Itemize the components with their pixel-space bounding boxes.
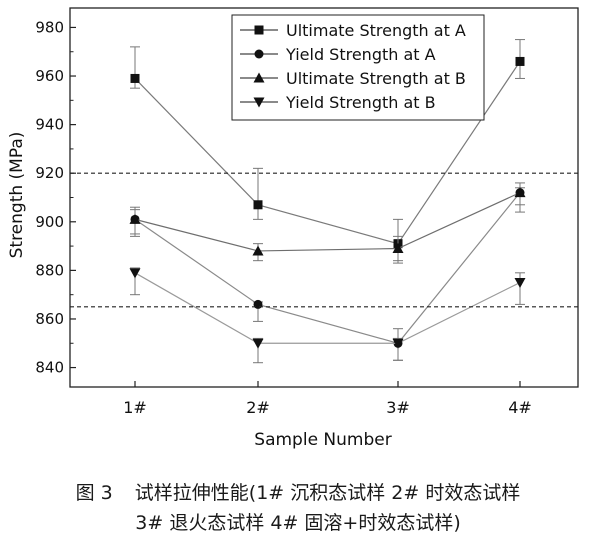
data-point — [515, 56, 525, 66]
legend-marker — [254, 25, 264, 35]
reference-lines — [70, 172, 578, 308]
y-axis-label: Strength (MPa) — [7, 132, 27, 259]
series-line — [134, 61, 521, 245]
legend-marker — [254, 49, 264, 59]
y-axis-ticks: 840 860 880 900 920 940 960 980 — [35, 18, 76, 377]
x-axis-ticks: 1# 2# 3# 4# — [123, 381, 532, 417]
data-point — [253, 200, 263, 210]
data-point — [514, 187, 526, 198]
data-point — [392, 243, 404, 254]
y-tick-label: 920 — [35, 164, 64, 182]
data-point — [252, 245, 264, 256]
x-axis-label: Sample Number — [254, 430, 391, 450]
legend-label: Yield Strength at B — [285, 93, 436, 112]
data-point — [252, 338, 264, 349]
data-point — [514, 278, 526, 289]
series-2 — [130, 187, 525, 361]
legend-marker — [253, 72, 265, 83]
series-line — [134, 272, 521, 344]
x-tick-label: 4# — [508, 398, 532, 417]
series-1 — [130, 39, 525, 262]
x-tick-label: 3# — [386, 398, 410, 417]
series-4 — [129, 267, 526, 364]
y-tick-label: 940 — [35, 116, 64, 134]
figure-label: 图 3 — [75, 482, 113, 504]
legend-label: Ultimate Strength at B — [286, 69, 466, 88]
figure-caption-line2: 3# 退火态试样 4# 固溶+时效态试样) — [0, 508, 596, 535]
legend-label: Ultimate Strength at A — [286, 21, 466, 40]
y-tick-label: 880 — [35, 261, 64, 279]
legend-marker — [253, 97, 265, 108]
x-tick-label: 1# — [123, 398, 147, 417]
y-tick-label: 840 — [35, 359, 64, 377]
y-tick-label: 900 — [35, 213, 64, 231]
series-3 — [129, 182, 526, 264]
data-point — [129, 268, 141, 279]
y-tick-label: 960 — [35, 67, 64, 85]
legend: Ultimate Strength at A Yield Strength at … — [231, 14, 485, 121]
data-point — [253, 299, 263, 309]
y-tick-label: 860 — [35, 310, 64, 328]
x-tick-label: 2# — [246, 398, 270, 417]
data-point — [130, 73, 140, 83]
series-line — [134, 192, 521, 252]
figure-caption-line1: 图 3 试样拉伸性能(1# 沉积态试样 2# 时效态试样 — [0, 478, 596, 505]
series-layer — [129, 39, 526, 364]
caption-text-2: 3# 退火态试样 4# 固溶+时效态试样) — [135, 512, 461, 534]
caption-text-1: 试样拉伸性能(1# 沉积态试样 2# 时效态试样 — [134, 482, 521, 504]
strength-chart: 840 860 880 900 920 940 960 980 1# 2# 3# 4# Streng… — [7, 7, 579, 450]
data-point — [129, 213, 141, 224]
y-tick-label: 980 — [35, 18, 64, 36]
legend-label: Yield Strength at A — [285, 45, 436, 64]
data-point — [392, 338, 404, 349]
series-line — [134, 192, 521, 344]
